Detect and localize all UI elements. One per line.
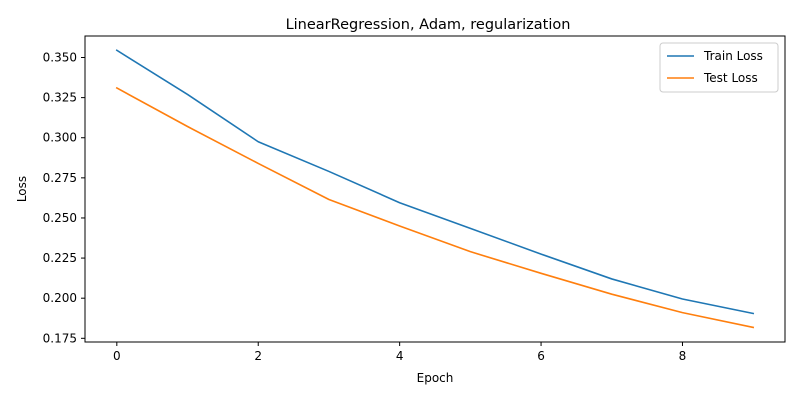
y-tick-label: 0.350 — [43, 51, 77, 65]
y-tick-label: 0.175 — [43, 331, 77, 345]
x-tick-label: 2 — [254, 349, 262, 363]
chart-title: LinearRegression, Adam, regularization — [286, 17, 571, 33]
y-tick-label: 0.275 — [43, 171, 77, 185]
y-axis-title: Loss — [15, 176, 29, 202]
x-tick-label: 6 — [537, 349, 545, 363]
legend-label-train-loss: Train Loss — [703, 49, 763, 63]
y-axis: 0.175 0.200 0.225 0.250 0.275 0.300 0.325 0.350 — [43, 51, 85, 345]
plot-area-frame — [84, 35, 786, 343]
legend-label-test-loss: Test Loss — [703, 71, 758, 85]
y-tick-label: 0.250 — [43, 211, 77, 225]
y-tick-label: 0.300 — [43, 131, 77, 145]
legend: Train Loss Test Loss — [659, 42, 779, 93]
x-tick-label: 0 — [113, 349, 121, 363]
series-layer — [115, 49, 755, 329]
y-tick-label: 0.225 — [43, 251, 77, 265]
series-line-test-loss — [115, 86, 755, 329]
series-line-train-loss — [115, 49, 755, 315]
y-tick-label: 0.200 — [43, 291, 77, 305]
x-axis-title: Epoch — [417, 371, 454, 385]
x-tick-label: 8 — [679, 349, 687, 363]
x-tick-label: 4 — [396, 349, 404, 363]
x-axis: 0 2 4 6 8 — [113, 342, 686, 363]
y-tick-label: 0.325 — [43, 91, 77, 105]
